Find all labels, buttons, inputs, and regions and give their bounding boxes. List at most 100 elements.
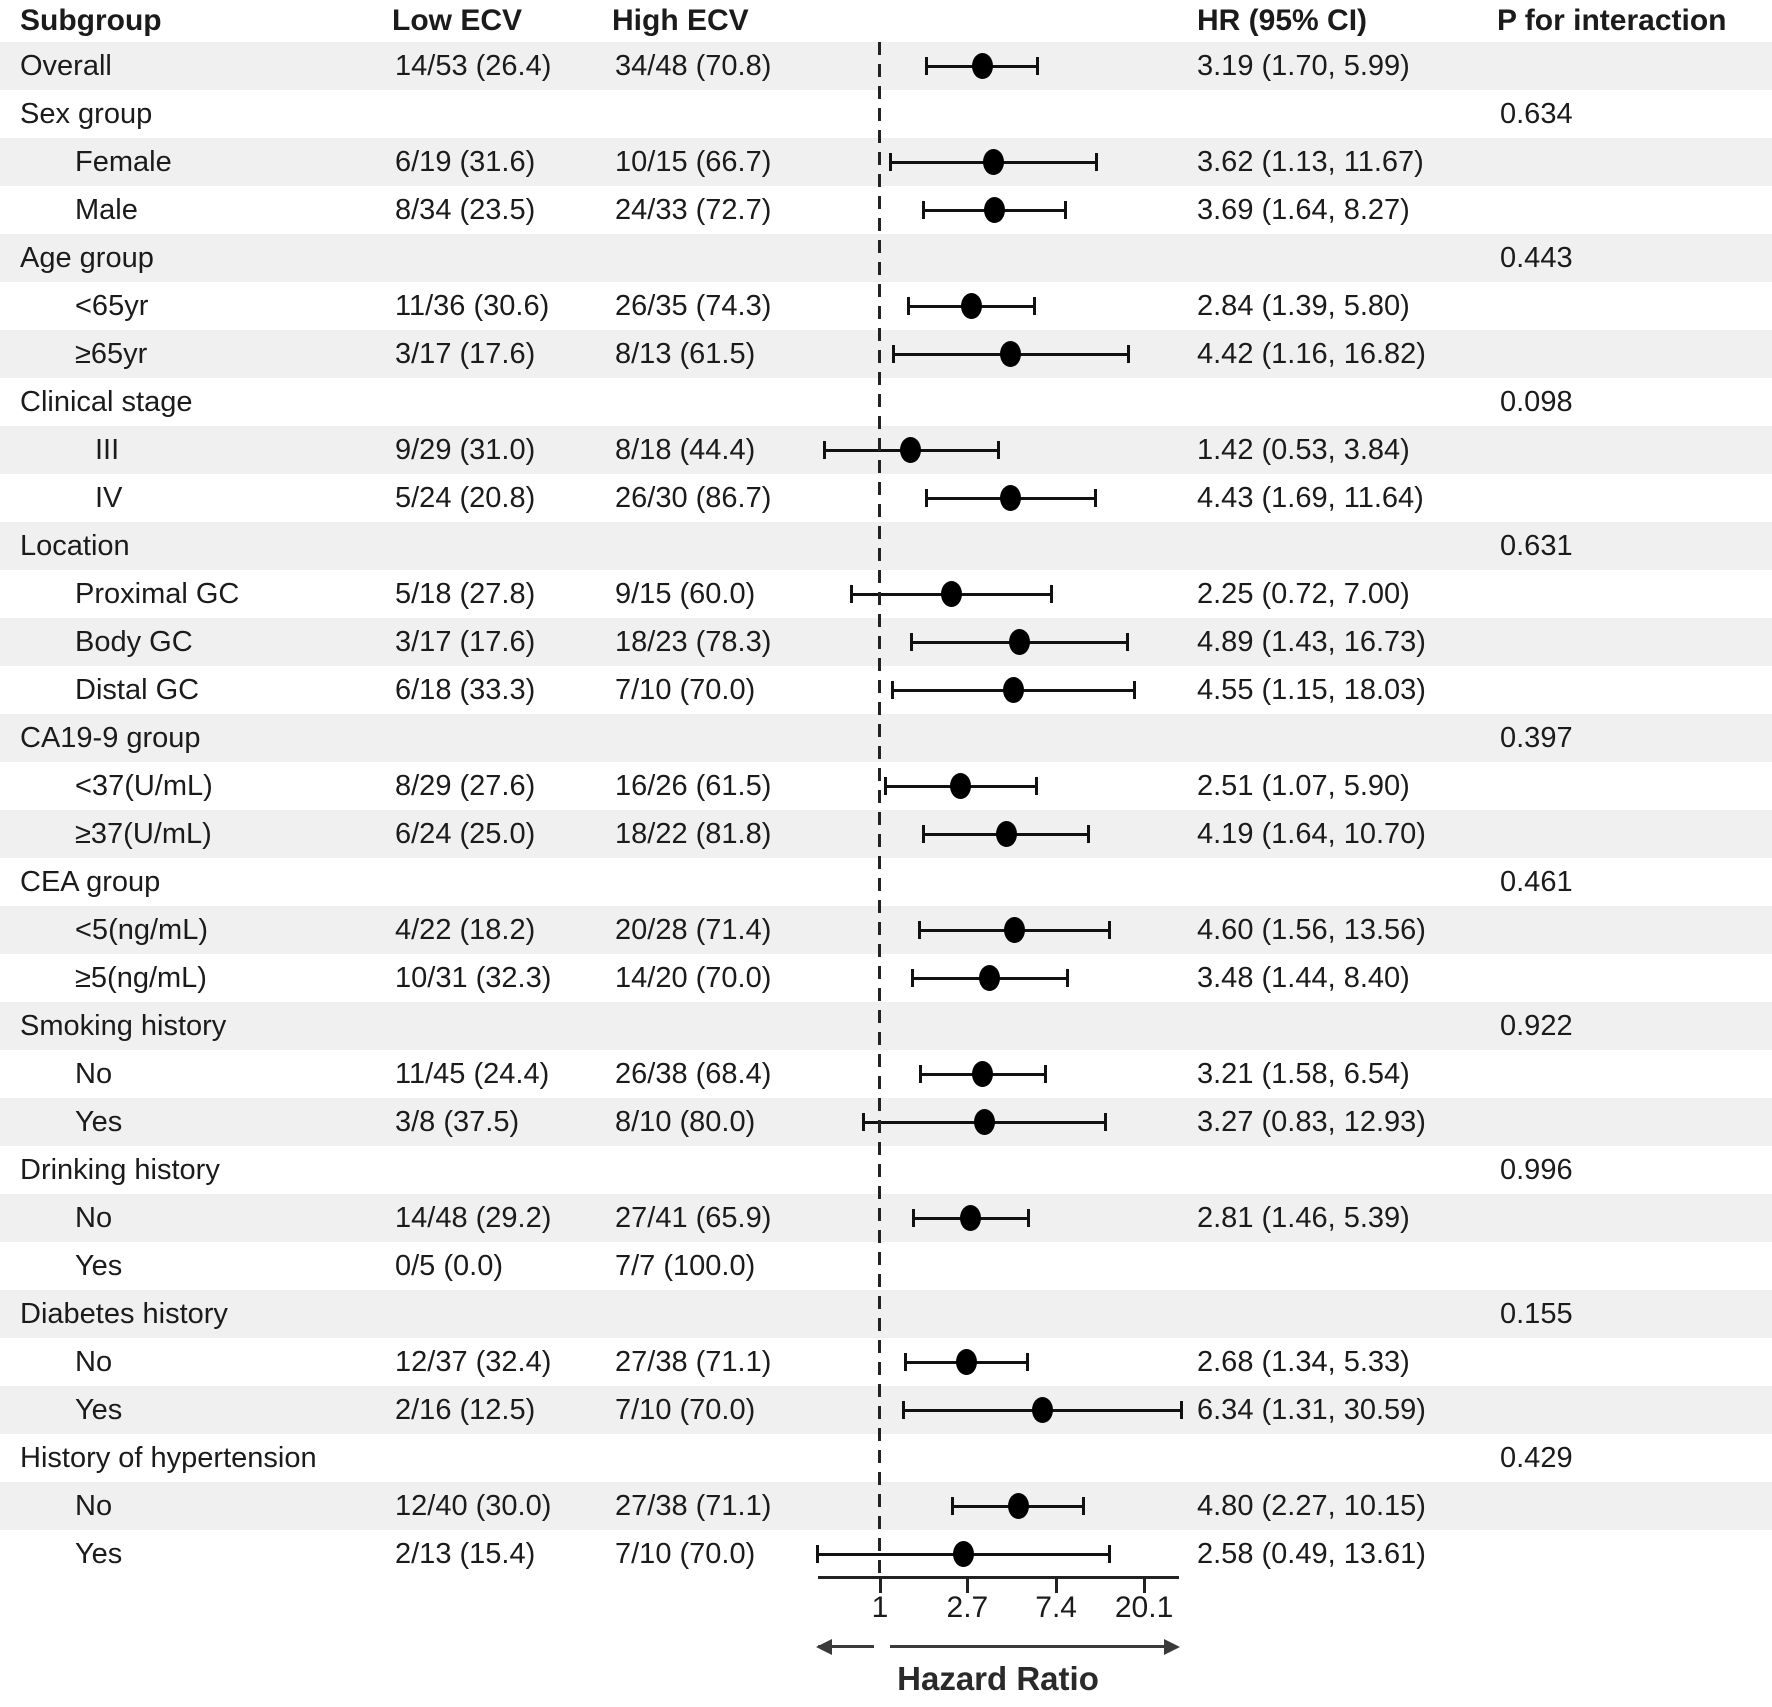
high-ecv-cell: 10/15 (66.7) <box>615 146 772 178</box>
row-label: ≥65yr <box>75 338 148 370</box>
hr-point <box>1000 485 1022 511</box>
row-label: <65yr <box>75 290 149 322</box>
low-ecv-cell: 3/8 (37.5) <box>395 1106 520 1138</box>
row-label: No <box>75 1490 113 1522</box>
row-label: CEA group <box>20 866 161 898</box>
low-ecv-cell: 8/34 (23.5) <box>395 194 536 226</box>
hr-point <box>1003 917 1025 943</box>
ci-cap-left <box>924 489 928 507</box>
table-row: <5(ng/mL) 4/22 (18.2) 20/28 (71.4) 4.60 (1.… <box>0 906 1772 954</box>
table-row: Clinical stage 0.098 <box>0 378 1772 426</box>
table-row: <37(U/mL) 8/29 (27.6) 16/26 (61.5) 2.51 (1.… <box>0 762 1772 810</box>
low-ecv-cell: 0/5 (0.0) <box>395 1250 503 1282</box>
high-ecv-cell: 26/30 (86.7) <box>615 482 772 514</box>
hr-cell: 3.69 (1.64, 8.27) <box>1197 194 1410 226</box>
table-row: Proximal GC 5/18 (27.8) 9/15 (60.0) 2.25 (0… <box>0 570 1772 618</box>
ci-cap-left <box>909 633 913 651</box>
ci-cap-right <box>1087 825 1091 843</box>
high-ecv-cell: 8/18 (44.4) <box>615 434 756 466</box>
ci-cap-left <box>922 825 926 843</box>
high-ecv-cell: 27/38 (71.1) <box>615 1490 772 1522</box>
ci-cap-right <box>1179 1401 1183 1419</box>
table-row: CA19-9 group 0.397 <box>0 714 1772 762</box>
row-label: No <box>75 1202 113 1234</box>
low-ecv-cell: 2/16 (12.5) <box>395 1394 536 1426</box>
low-ecv-cell: 2/13 (15.4) <box>395 1538 536 1570</box>
hr-cell: 2.51 (1.07, 5.90) <box>1197 770 1410 802</box>
left-arrow-head-icon <box>816 1638 832 1655</box>
ci-cap-left <box>918 1065 922 1083</box>
hr-cell: 3.48 (1.44, 8.40) <box>1197 962 1410 994</box>
x-axis-tick-label: 7.4 <box>1035 1591 1077 1624</box>
high-ecv-cell: 16/26 (61.5) <box>615 770 772 802</box>
ci-cap-left <box>922 201 926 219</box>
hr-cell: 3.21 (1.58, 6.54) <box>1197 1058 1410 1090</box>
row-label: Yes <box>75 1394 123 1426</box>
x-axis-tick <box>1142 1579 1146 1593</box>
forest-rows: Overall 14/53 (26.4) 34/48 (70.8) 3.19 (1.7… <box>0 42 1772 1578</box>
ci-cap-right <box>1103 1113 1107 1131</box>
row-label: Distal GC <box>75 674 200 706</box>
ci-cap-right <box>1064 201 1068 219</box>
row-label: Body GC <box>75 626 193 658</box>
low-ecv-cell: 3/17 (17.6) <box>395 338 536 370</box>
ci-cap-left <box>889 153 893 171</box>
ci-cap-left <box>884 777 888 795</box>
hr-cell: 4.42 (1.16, 16.82) <box>1197 338 1426 370</box>
hr-cell: 4.89 (1.43, 16.73) <box>1197 626 1426 658</box>
table-row: CEA group 0.461 <box>0 858 1772 906</box>
hr-point <box>984 197 1006 223</box>
high-ecv-cell: 7/10 (70.0) <box>615 1394 756 1426</box>
right-arrow-head-icon <box>1164 1638 1180 1655</box>
ci-cap-right <box>1126 345 1130 363</box>
hr-cell: 3.27 (0.83, 12.93) <box>1197 1106 1426 1138</box>
row-label: <37(U/mL) <box>75 770 213 802</box>
table-row: Yes 0/5 (0.0) 7/7 (100.0) <box>0 1242 1772 1290</box>
hr-point <box>1000 341 1022 367</box>
column-header-low-ecv: Low ECV <box>392 4 523 37</box>
column-header-subgroup: Subgroup <box>20 4 162 37</box>
ci-cap-left <box>917 921 921 939</box>
table-row: III 9/29 (31.0) 8/18 (44.4) 1.42 (0.53, 3.8… <box>0 426 1772 474</box>
row-label: History of hypertension <box>20 1442 317 1474</box>
hr-cell: 4.55 (1.15, 18.03) <box>1197 674 1426 706</box>
hr-point <box>950 773 972 799</box>
x-axis-title: Hazard Ratio <box>897 1660 1099 1697</box>
hr-point <box>940 581 962 607</box>
high-ecv-cell: 34/48 (70.8) <box>615 50 772 82</box>
ci-cap-right <box>1126 633 1130 651</box>
table-row: Male 8/34 (23.5) 24/33 (72.7) 3.69 (1.64, 8… <box>0 186 1772 234</box>
ci-cap-left <box>849 585 853 603</box>
hr-cell: 2.81 (1.46, 5.39) <box>1197 1202 1410 1234</box>
hr-point <box>961 293 983 319</box>
table-row: Body GC 3/17 (17.6) 18/23 (78.3) 4.89 (1.43… <box>0 618 1772 666</box>
p-cell: 0.098 <box>1500 386 1573 418</box>
ci-cap-left <box>862 1113 866 1131</box>
table-row: No 12/37 (32.4) 27/38 (71.1) 2.68 (1.34, 5.… <box>0 1338 1772 1386</box>
p-cell: 0.922 <box>1500 1010 1573 1042</box>
high-ecv-cell: 27/41 (65.9) <box>615 1202 772 1234</box>
hr-cell: 6.34 (1.31, 30.59) <box>1197 1394 1426 1426</box>
table-row: Yes 2/13 (15.4) 7/10 (70.0) 2.58 (0.49, 13.… <box>0 1530 1772 1578</box>
hr-point <box>982 149 1004 175</box>
p-cell: 0.461 <box>1500 866 1573 898</box>
hr-point <box>900 437 922 463</box>
table-row: Location 0.631 <box>0 522 1772 570</box>
table-row: ≥5(ng/mL) 10/31 (32.3) 14/20 (70.0) 3.48 (1… <box>0 954 1772 1002</box>
low-ecv-cell: 11/45 (24.4) <box>395 1058 550 1090</box>
low-ecv-cell: 3/17 (17.6) <box>395 626 536 658</box>
low-ecv-cell: 12/37 (32.4) <box>395 1346 552 1378</box>
hr-cell: 3.19 (1.70, 5.99) <box>1197 50 1410 82</box>
low-ecv-cell: 6/18 (33.3) <box>395 674 536 706</box>
row-label: IV <box>95 482 123 514</box>
hr-cell: 2.58 (0.49, 13.61) <box>1197 1538 1426 1570</box>
hr-point <box>973 1109 995 1135</box>
right-arrow-line <box>890 1645 1164 1648</box>
high-ecv-cell: 7/10 (70.0) <box>615 674 756 706</box>
ci-cap-left <box>910 969 914 987</box>
x-axis-tick-label: 20.1 <box>1114 1591 1174 1624</box>
ci-cap-left <box>911 1209 915 1227</box>
hr-point <box>1032 1397 1054 1423</box>
hr-point <box>960 1205 982 1231</box>
